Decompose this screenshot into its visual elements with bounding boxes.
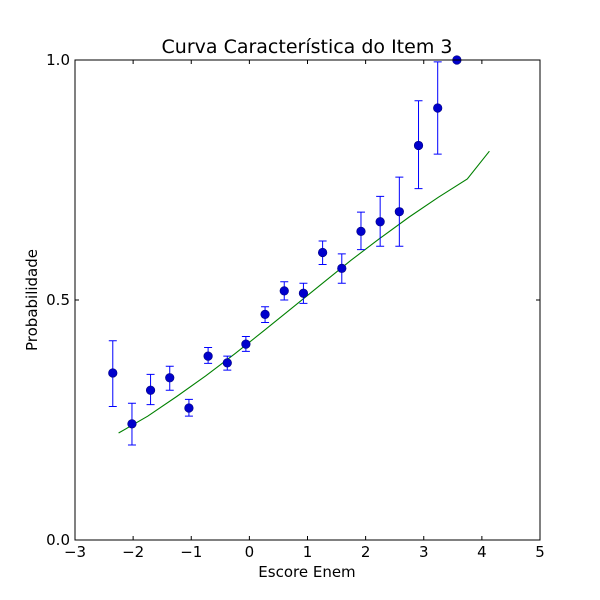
data-point <box>145 385 156 395</box>
x-tick-label: −2 <box>122 543 144 561</box>
x-tick-label: −1 <box>180 543 202 561</box>
data-point <box>203 351 213 361</box>
x-tick-label: 4 <box>477 543 487 561</box>
x-tick-label: −3 <box>64 543 86 561</box>
data-point <box>298 288 309 298</box>
data-point <box>127 419 137 429</box>
data-point <box>108 368 118 378</box>
chart-title: Curva Característica do Item 3 <box>162 36 453 58</box>
data-point <box>184 403 194 413</box>
y-tick-label: 0.5 <box>46 291 70 309</box>
plot-marks <box>108 55 490 446</box>
data-point <box>165 373 175 383</box>
y-tick-label: 1.0 <box>46 51 70 69</box>
data-point <box>356 226 366 236</box>
data-point <box>375 217 385 227</box>
x-tick-label: 3 <box>419 543 429 561</box>
plot-frame <box>74 59 541 541</box>
data-point <box>318 247 328 258</box>
y-axis-label: Probabilidade <box>23 249 41 351</box>
axis-ticks: −3 −2 −1 0 1 2 3 4 5 0.0 0.5 1.0 <box>46 51 545 561</box>
x-tick-label: 0 <box>245 543 255 561</box>
x-tick-label: 2 <box>361 543 371 561</box>
data-point <box>241 339 251 349</box>
data-point <box>260 309 270 320</box>
y-tick-label: 0.0 <box>46 531 70 549</box>
data-point <box>337 263 347 273</box>
data-point <box>394 207 404 217</box>
data-point <box>413 140 424 151</box>
fitted-curve-line <box>118 150 490 434</box>
data-point <box>279 286 289 296</box>
x-tick-label: 1 <box>303 543 313 561</box>
x-tick-label: 5 <box>535 543 545 561</box>
data-point <box>222 358 232 368</box>
x-axis-label: Escore Enem <box>258 563 355 581</box>
data-point <box>433 103 443 113</box>
